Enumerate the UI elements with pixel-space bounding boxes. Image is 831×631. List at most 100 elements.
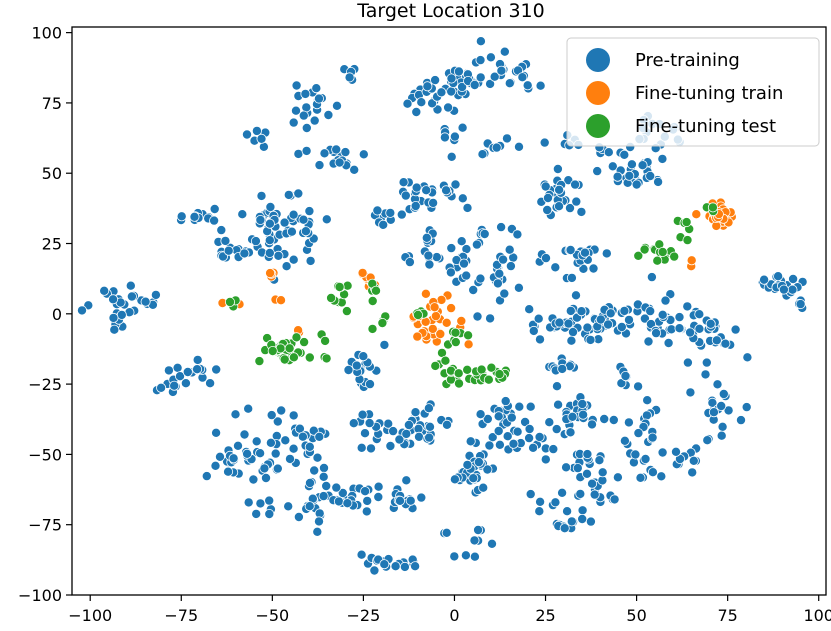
data-point [717, 421, 728, 432]
data-point [482, 413, 493, 424]
data-point [377, 317, 388, 328]
data-point [571, 196, 582, 207]
data-point [431, 252, 442, 263]
data-point [716, 400, 727, 411]
data-point [349, 164, 360, 175]
data-point [513, 282, 524, 293]
data-point [379, 339, 390, 350]
data-point [424, 421, 435, 432]
data-point [305, 255, 316, 266]
data-point [592, 166, 603, 177]
data-point [742, 352, 753, 363]
data-point [283, 189, 294, 200]
data-point [607, 161, 618, 172]
data-point [385, 440, 396, 451]
data-point [475, 409, 486, 420]
data-point [280, 435, 291, 446]
data-point [577, 505, 588, 516]
data-points [77, 36, 808, 576]
data-point [232, 440, 243, 451]
data-point [450, 327, 461, 338]
data-point [410, 200, 421, 211]
data-point [587, 478, 598, 489]
data-point [440, 355, 451, 366]
data-point [313, 93, 324, 104]
data-point [396, 209, 407, 220]
data-point [524, 304, 535, 315]
data-point [575, 488, 586, 499]
data-point [359, 428, 370, 439]
data-point [712, 379, 723, 390]
data-point [264, 495, 275, 506]
data-point [428, 197, 439, 208]
data-point [473, 525, 484, 536]
data-point [304, 501, 315, 512]
data-point [445, 267, 456, 278]
data-point [279, 354, 290, 365]
data-point [463, 330, 474, 341]
data-point [475, 273, 486, 284]
chart-title: Target Location 310 [356, 0, 545, 22]
data-point [189, 211, 200, 222]
data-point [571, 290, 582, 301]
data-point [643, 336, 654, 347]
data-point [254, 356, 265, 367]
data-point [645, 170, 656, 181]
data-point [312, 526, 323, 537]
data-point [108, 312, 119, 323]
data-point [264, 235, 275, 246]
data-point [209, 203, 220, 214]
data-point [453, 378, 464, 389]
data-point [557, 487, 568, 498]
data-point [288, 254, 299, 265]
data-point [270, 448, 281, 459]
data-point [576, 206, 587, 217]
data-point [297, 431, 308, 442]
data-point [293, 188, 304, 199]
data-point [276, 405, 287, 416]
data-point [446, 86, 457, 97]
data-point [576, 306, 587, 317]
data-point [520, 416, 531, 427]
data-point [469, 535, 480, 546]
data-point [420, 288, 431, 299]
data-point [398, 177, 409, 188]
data-point [267, 345, 278, 356]
data-point [441, 527, 452, 538]
data-point [304, 441, 315, 452]
data-point [730, 324, 741, 335]
data-point [522, 80, 533, 91]
data-point [331, 100, 342, 111]
data-point [619, 305, 630, 316]
data-point [589, 489, 600, 500]
data-point [552, 163, 563, 174]
data-point [399, 561, 410, 572]
data-point [702, 435, 713, 446]
data-point [565, 427, 576, 438]
data-point [685, 387, 696, 398]
data-point [595, 314, 606, 325]
data-point [430, 75, 441, 86]
data-point [457, 193, 468, 204]
data-point [255, 448, 266, 459]
data-point [250, 236, 261, 247]
data-point [321, 353, 332, 364]
data-point [514, 401, 525, 412]
data-point [674, 312, 685, 323]
data-point [424, 432, 435, 443]
data-point [580, 247, 591, 258]
data-point [402, 98, 413, 109]
data-point [468, 473, 479, 484]
data-point [358, 351, 369, 362]
data-point [256, 133, 267, 144]
data-point [499, 46, 510, 57]
data-point [720, 338, 731, 349]
data-point [412, 331, 423, 342]
data-point [469, 551, 480, 562]
data-point [342, 498, 353, 509]
data-point [506, 412, 517, 423]
data-point [539, 137, 550, 148]
data-point [281, 261, 292, 272]
data-point [525, 489, 536, 500]
data-point [313, 516, 324, 527]
